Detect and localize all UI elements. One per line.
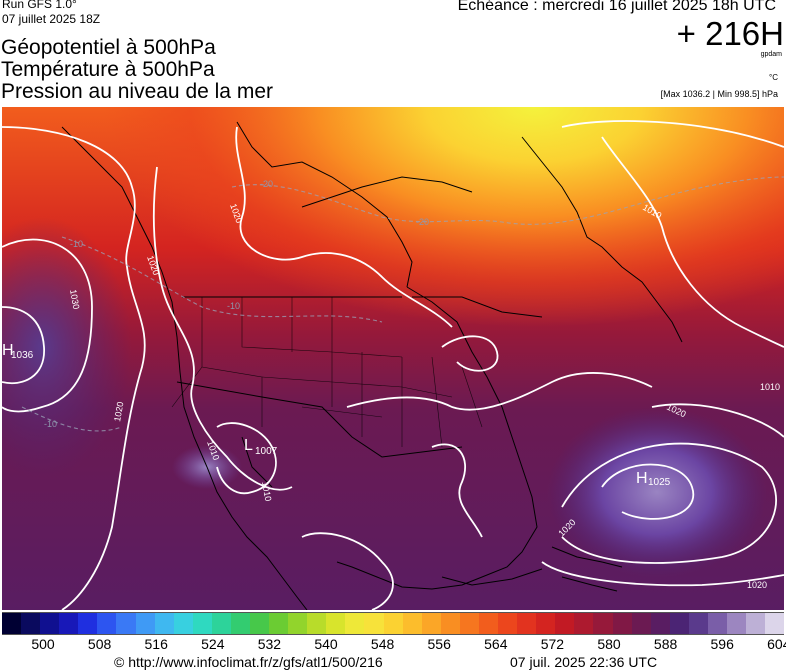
generated-time: 07 juil. 2025 22:36 UTC [510,654,658,670]
color-swatch [192,613,212,634]
temperature-label: -10 [70,239,83,249]
color-swatch [707,613,727,634]
color-scale-tick: 508 [87,636,112,652]
center-type: H [636,470,648,487]
color-swatch [765,613,785,634]
low-center-southwest: L 1007 [244,437,278,457]
units-temperature: °C [769,73,778,82]
temperature-label: -10 [44,419,57,429]
color-swatch [250,613,270,634]
high-center-east: H 1025 [636,470,671,488]
temperature-label: -20 [260,179,273,189]
color-swatch [364,613,384,634]
color-swatch [478,613,499,634]
color-scale-tick: 564 [484,636,508,652]
title-pressure: Pression au niveau de la mer [1,80,273,103]
color-swatch [288,613,308,634]
temperature-label: -20 [416,217,429,227]
color-swatch [2,613,22,634]
isobar-label: 1010 [760,382,780,392]
color-swatch [650,613,670,634]
color-swatch [498,613,518,634]
high-core-east [547,407,767,577]
color-swatch [154,613,174,634]
center-value: 1036 [11,350,34,361]
pressure-range: [Max 1036.2 | Min 998.5] hPa [660,89,778,99]
color-swatch [440,613,460,634]
color-swatch [746,613,766,634]
color-swatch [269,613,289,634]
weather-map: 1030 1020 1020 1020 1010 1010 1010 1020 … [2,107,784,610]
run-date: 07 juillet 2025 18Z [2,12,101,26]
color-scale [2,612,785,635]
color-swatch [402,613,422,634]
color-swatch [326,613,346,634]
color-swatch [726,613,747,634]
center-type: L [244,437,253,454]
pressure-centers: H 1036 L 1007 H 1025 [2,342,671,488]
color-swatch [459,613,479,634]
color-swatch [517,613,537,634]
map-canvas: 1030 1020 1020 1020 1010 1010 1010 1020 … [2,107,784,610]
color-scale-tick: 580 [597,636,621,652]
forecast-hour: + 216H [676,15,784,52]
temperature-label: -10 [227,301,240,311]
color-swatch [421,613,441,634]
center-value: 1025 [648,477,671,488]
color-swatch [97,613,117,634]
color-scale-tick: 556 [427,636,451,652]
color-swatch [536,613,556,634]
color-scale-tick: 540 [314,636,338,652]
color-scale-tick: 572 [540,636,565,652]
isotherms [21,176,784,432]
color-swatch [59,613,79,634]
color-swatch [669,613,689,634]
color-scale-tick: 548 [370,636,395,652]
color-swatch [173,613,193,634]
color-swatch [116,613,136,634]
color-swatch [307,613,327,634]
color-swatch [21,613,41,634]
center-value: 1007 [255,446,278,457]
color-scale-tick: 596 [710,636,734,652]
color-scale-tick: 516 [144,636,168,652]
state-borders [171,297,483,448]
title-temperature: Température à 500hPa [1,58,215,81]
color-scale-tick: 532 [257,636,282,652]
color-scale-tick: 500 [31,636,55,652]
source-credit: © http://www.infoclimat.fr/z/gfs/atl1/50… [114,654,383,670]
color-swatch [135,613,155,634]
high-core-west [2,217,132,477]
color-swatch [40,613,60,634]
color-swatch [383,613,403,634]
color-swatch [345,613,365,634]
color-swatch [593,613,613,634]
color-scale-tick: 604 [767,636,786,652]
isobar-label: 1010 [260,481,273,502]
color-swatch [230,613,251,634]
color-swatch [688,613,708,634]
temperature-labels: -20 -20 -10 -10 -10 [44,179,429,429]
color-swatch [555,613,575,634]
color-swatch [78,613,98,634]
isobar-label: 1020 [112,401,125,422]
high-center-west: H 1036 [2,342,34,361]
color-swatch [612,613,632,634]
color-scale-tick: 524 [201,636,225,652]
isobars [2,120,784,610]
center-type: H [2,342,14,359]
valid-time: Echéance : mercredi 16 juillet 2025 18h … [457,0,776,14]
color-swatch [631,613,651,634]
title-geopotential: Géopotentiel à 500hPa [1,36,216,59]
color-swatch [211,613,231,634]
run-label: Run GFS 1.0° [2,0,77,11]
isobar-label: 1030 [68,289,81,310]
isobar-label: 1020 [747,580,767,590]
units-geopotential: gpdam [760,51,782,58]
color-swatch [574,613,594,634]
color-scale-tick: 588 [653,636,678,652]
